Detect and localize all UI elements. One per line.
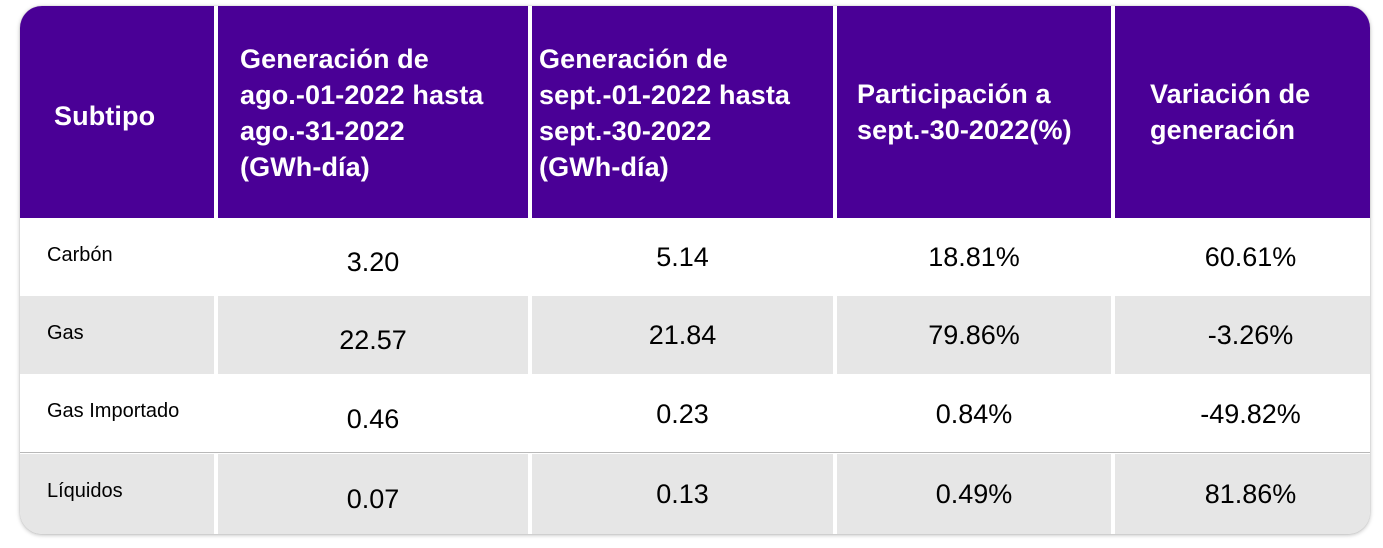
table-row-subtipo: Gas xyxy=(20,296,214,374)
generation-table-card: Subtipo Generación de ago.-01-2022 hasta… xyxy=(20,6,1370,534)
table-row-subtipo: Gas Importado xyxy=(20,374,214,454)
table-cell-sept: 21.84 xyxy=(532,296,833,374)
header-generacion-sept: Generación de sept.-01-2022 hasta sept.-… xyxy=(532,6,833,218)
header-line: (GWh-día) xyxy=(539,152,669,182)
table-cell-variacion: 81.86% xyxy=(1115,454,1370,534)
table-cell-variacion: -3.26% xyxy=(1115,296,1370,374)
header-generacion-ago: Generación de ago.-01-2022 hasta ago.-31… xyxy=(218,6,528,218)
header-line: sept.-30-2022 xyxy=(539,116,712,146)
table-cell-variacion: 60.61% xyxy=(1115,218,1370,296)
header-line: Generación de xyxy=(240,44,429,74)
table-cell-ago: 0.46 xyxy=(218,374,528,454)
header-line: ago.-31-2022 xyxy=(240,116,405,146)
table-cell-ago: 0.07 xyxy=(218,454,528,534)
header-line: ago.-01-2022 hasta xyxy=(240,80,484,110)
header-line: sept.-01-2022 hasta xyxy=(539,80,791,110)
header-line: generación xyxy=(1150,115,1296,145)
table-cell-ago: 22.57 xyxy=(218,296,528,374)
table-cell-sept: 0.23 xyxy=(532,374,833,454)
table-cell-sept: 5.14 xyxy=(532,218,833,296)
generation-table: Subtipo Generación de ago.-01-2022 hasta… xyxy=(20,6,1370,534)
table-cell-participacion: 18.81% xyxy=(837,218,1111,296)
header-variacion: Variación de generación xyxy=(1115,6,1370,218)
header-subtipo: Subtipo xyxy=(20,6,214,218)
header-line: Generación de xyxy=(539,44,728,74)
table-cell-sept: 0.13 xyxy=(532,454,833,534)
header-line: Variación de xyxy=(1150,79,1311,109)
header-line: (GWh-día) xyxy=(240,152,370,182)
table-cell-variacion: -49.82% xyxy=(1115,374,1370,454)
header-line: Participación a xyxy=(857,79,1051,109)
table-cell-participacion: 0.84% xyxy=(837,374,1111,454)
header-line: sept.-30-2022(%) xyxy=(857,115,1072,145)
row-divider xyxy=(20,452,1370,453)
header-participacion: Participación a sept.-30-2022(%) xyxy=(837,6,1111,218)
header-line: Subtipo xyxy=(54,101,156,131)
table-cell-participacion: 0.49% xyxy=(837,454,1111,534)
table-cell-ago: 3.20 xyxy=(218,218,528,296)
table-row-subtipo: Carbón xyxy=(20,218,214,296)
table-row-subtipo: Líquidos xyxy=(20,454,214,534)
table-cell-participacion: 79.86% xyxy=(837,296,1111,374)
